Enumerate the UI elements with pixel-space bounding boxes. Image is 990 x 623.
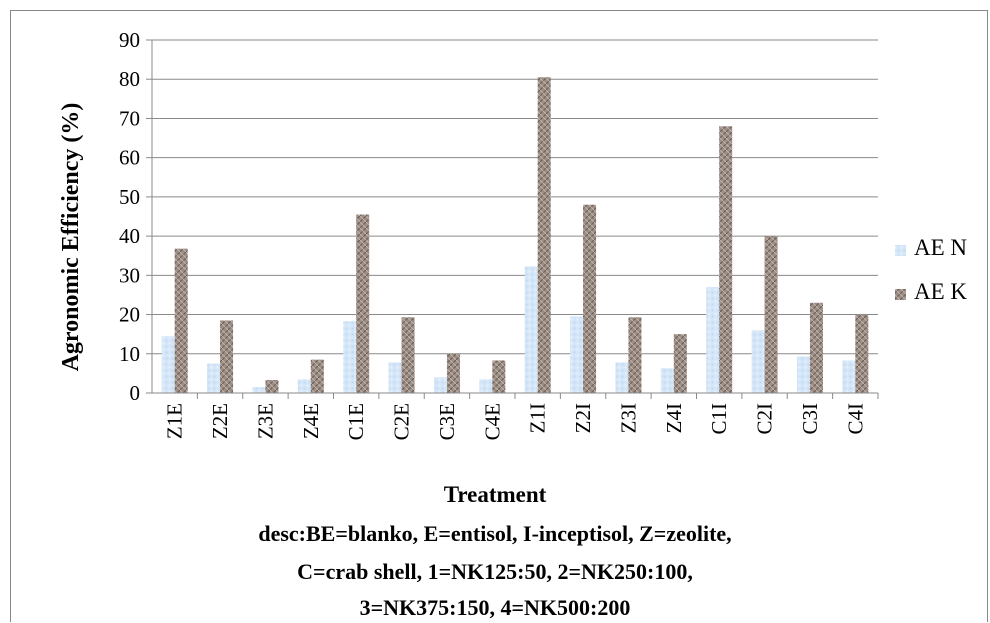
x-tick-label: C4E <box>480 403 504 440</box>
y-tick-label: 90 <box>119 28 140 52</box>
x-tick-label: Z3I <box>616 403 640 433</box>
x-tick-label: C2I <box>753 403 777 435</box>
bar-ae-n-c2e <box>388 362 402 393</box>
bar-ae-n-c1e <box>343 321 357 393</box>
bar-ae-n-z1i <box>524 266 538 393</box>
bar-ae-n-z2i <box>570 316 584 393</box>
x-axis-label: Treatment <box>443 482 547 507</box>
bar-ae-n-z4i <box>660 368 674 393</box>
bar-ae-n-c1i <box>706 287 720 393</box>
x-tick-label: C3E <box>435 403 459 440</box>
x-tick-label: Z4I <box>662 403 686 433</box>
bar-ae-n-c4e <box>479 379 493 393</box>
legend-swatch-ae-k <box>895 289 906 300</box>
description-line-3: 3=NK375:150, 4=NK500:200 <box>359 595 631 620</box>
axes: 0 10 20 30 40 50 60 70 80 90 Z1E Z2E Z3E Z4E C1E C2E C3E… <box>119 28 879 440</box>
bar-ae-k-c1i <box>719 126 733 394</box>
x-tick-label: Z1E <box>163 403 187 439</box>
bar-ae-k-z4e <box>310 359 324 393</box>
y-tick-label: 0 <box>130 381 141 405</box>
description-line-1: desc:BE=blanko, E=entisol, I-inceptisol,… <box>258 521 732 546</box>
legend-swatch-ae-n <box>895 245 906 256</box>
bar-ae-n-z2e <box>207 363 221 393</box>
bar-ae-n-c4i <box>842 360 856 393</box>
y-tick-label: 60 <box>119 146 140 170</box>
x-tick-label: Z2E <box>208 403 232 439</box>
bar-ae-n-z3i <box>615 362 629 393</box>
bar-ae-k-z1e <box>174 248 188 393</box>
y-tick-label: 10 <box>119 342 140 366</box>
y-tick-label: 50 <box>119 185 140 209</box>
bar-ae-k-c2i <box>764 236 778 393</box>
legend: AE N AE K <box>895 235 967 304</box>
bar-ae-k-z2e <box>220 320 234 393</box>
y-tick-label: 80 <box>119 67 140 91</box>
y-axis-label: Agronomic Efficiency (%) <box>58 103 84 372</box>
bar-ae-k-z3e <box>265 380 279 393</box>
description-line-2: C=crab shell, 1=NK125:50, 2=NK250:100, <box>297 559 693 584</box>
bar-ae-k-c4i <box>855 314 869 393</box>
y-tick-label: 70 <box>119 106 140 130</box>
bar-ae-k-z1i <box>537 77 551 393</box>
x-tick-label: C3I <box>798 403 822 435</box>
bar-ae-n-c2i <box>751 330 765 393</box>
legend-label-ae-n: AE N <box>914 235 967 260</box>
bar-ae-n-z3e <box>252 387 266 393</box>
x-tick-label: Z1I <box>526 403 550 433</box>
legend-label-ae-k: AE K <box>914 279 967 304</box>
x-tick-label: C4I <box>843 403 867 435</box>
bar-ae-n-z1e <box>161 336 175 393</box>
bar-ae-k-z4i <box>673 334 687 393</box>
x-tick-label: C1E <box>344 403 368 440</box>
bar-ae-n-c3e <box>433 377 447 393</box>
bars <box>161 77 869 394</box>
bar-ae-k-c2e <box>401 317 415 393</box>
x-tick-label: Z3E <box>253 403 277 439</box>
y-tick-label: 40 <box>119 224 140 248</box>
x-tick-label: C2E <box>390 403 414 440</box>
x-tick-label: Z4E <box>299 403 323 439</box>
bar-ae-k-z3i <box>628 317 642 393</box>
y-tick-label: 30 <box>119 263 140 287</box>
x-tick-label: C1I <box>707 403 731 435</box>
bar-ae-k-z2i <box>583 204 597 393</box>
bar-ae-n-c3i <box>796 356 810 393</box>
bar-ae-k-c4e <box>492 360 506 393</box>
bar-ae-n-z4e <box>297 379 311 393</box>
y-tick-label: 20 <box>119 303 140 327</box>
chart-frame <box>10 10 988 622</box>
bar-ae-k-c3i <box>809 302 823 393</box>
gridlines <box>152 39 878 355</box>
x-tick-label: Z2I <box>571 403 595 433</box>
bar-ae-k-c3e <box>446 353 460 393</box>
bar-ae-k-c1e <box>356 214 370 393</box>
